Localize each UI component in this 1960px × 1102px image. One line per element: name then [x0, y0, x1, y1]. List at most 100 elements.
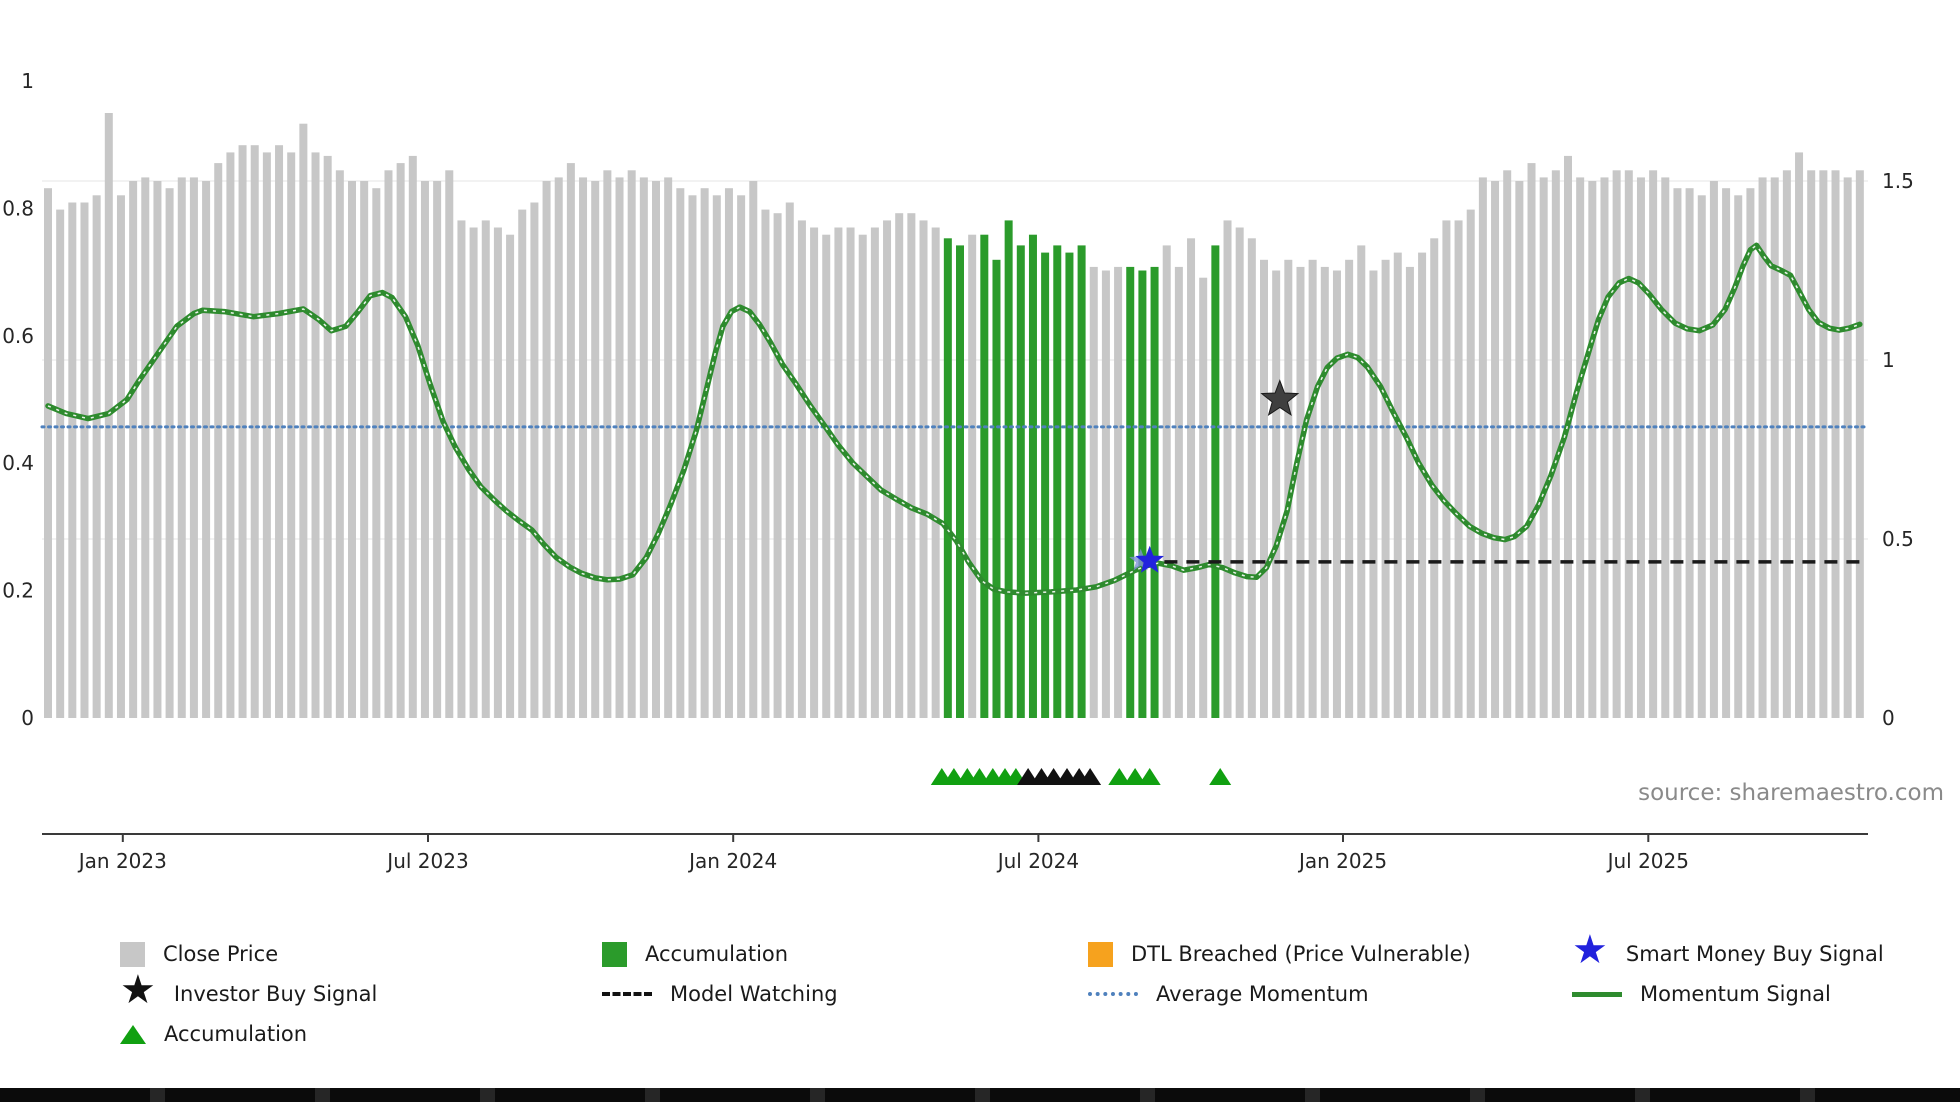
left-tick-label: 0.8 — [2, 196, 34, 220]
close-price-bar — [202, 181, 211, 718]
close-price-bar — [1527, 163, 1536, 719]
x-tick-label: Jan 2023 — [77, 849, 167, 873]
x-tick-label: Jan 2024 — [687, 849, 777, 873]
legend-accumulation-triangle: Accumulation — [120, 1022, 602, 1046]
close-price-bar — [1308, 259, 1317, 718]
close-price-bar — [530, 202, 539, 718]
left-tick-label: 0.6 — [2, 324, 34, 348]
close-price-bar — [846, 227, 855, 718]
close-price-bar — [1393, 252, 1402, 718]
left-axis-labels: 0 0.2 0.4 0.6 0.8 1 — [2, 69, 34, 730]
close-price-bar — [238, 145, 247, 718]
close-price-bar — [1369, 270, 1378, 718]
buy-signal-stars — [1129, 379, 1300, 573]
source-credit: source: sharemaestro.com — [1638, 780, 1944, 806]
close-price-bar — [968, 234, 977, 718]
legend-average-momentum: Average Momentum — [1088, 982, 1572, 1006]
close-price-bar — [1564, 155, 1572, 718]
close-price-bar — [214, 163, 223, 719]
close-price-bar — [1442, 220, 1451, 718]
accumulation-bar — [980, 234, 989, 718]
close-price-bar — [384, 170, 393, 719]
close-price-bar — [1381, 259, 1390, 718]
close-price-bar — [1636, 177, 1645, 718]
close-price-bar — [1697, 195, 1706, 719]
accumulation-bar — [1065, 252, 1074, 718]
close-price-bar — [1430, 238, 1439, 719]
accumulation-triangle-marker-icon — [1209, 768, 1232, 785]
close-price-bar — [1199, 277, 1208, 718]
close-price-bar — [1758, 177, 1767, 718]
close-price-bar — [591, 181, 600, 718]
x-tick-label: Jan 2025 — [1297, 849, 1387, 873]
close-price-bar — [1855, 170, 1864, 719]
legend-label-close-price: Close Price — [163, 942, 279, 966]
close-price-bar — [700, 188, 709, 718]
close-price-bar — [1357, 245, 1366, 718]
close-price-bar — [44, 188, 52, 718]
legend-label-accumulation-triangle: Accumulation — [164, 1022, 308, 1046]
close-price-bar — [1284, 259, 1293, 718]
close-price-bar — [870, 227, 879, 718]
close-price-bar — [834, 227, 843, 718]
accumulation-bar — [956, 245, 964, 718]
x-axis: Jan 2023 Jul 2023 Jan 2024 Jul 2024 Jan 2025… — [42, 833, 1868, 873]
close-price-bar — [810, 227, 819, 718]
investor-star-icon: ★ — [120, 966, 156, 1013]
signal-triangles — [930, 768, 1232, 785]
close-price-bar — [1649, 170, 1658, 719]
close-price-bar — [1588, 181, 1597, 718]
close-price-bar — [652, 181, 660, 718]
close-price-bar — [1795, 152, 1804, 718]
close-price-bar — [603, 170, 612, 719]
legend-label-dtl-breached: DTL Breached (Price Vulnerable) — [1131, 942, 1471, 966]
right-tick-label: 1.5 — [1882, 169, 1914, 193]
close-price-swatch-icon — [120, 941, 145, 967]
close-price-bar — [1320, 266, 1329, 718]
legend-model-watching: Model Watching — [602, 982, 1088, 1006]
close-price-bar — [688, 195, 697, 719]
close-price-bar — [335, 170, 344, 719]
close-price-bar — [396, 163, 405, 719]
legend-dtl-breached: DTL Breached (Price Vulnerable) — [1088, 941, 1572, 967]
left-tick-label: 0.4 — [2, 451, 34, 475]
close-price-bar — [1709, 181, 1718, 718]
close-price-bar — [639, 177, 648, 718]
close-price-bar — [1685, 188, 1694, 718]
right-tick-label: 1 — [1882, 348, 1895, 372]
close-price-bar — [1101, 270, 1110, 718]
right-tick-label: 0 — [1882, 706, 1895, 730]
accumulation-bar — [992, 259, 1001, 718]
close-price-bar — [1296, 266, 1305, 718]
accumulation-bar — [1004, 220, 1013, 718]
close-price-bar — [919, 220, 928, 718]
close-price-bar — [1260, 259, 1268, 718]
close-price-bar — [1831, 170, 1840, 719]
close-price-bar — [299, 123, 308, 718]
accumulation-bar — [1150, 266, 1159, 718]
close-price-bar — [1673, 188, 1682, 718]
close-price-bar — [481, 220, 490, 718]
accumulation-bar — [1053, 245, 1062, 718]
close-price-bar — [68, 202, 77, 718]
close-price-bar — [445, 170, 454, 719]
close-price-bar — [348, 181, 356, 718]
bottom-strip — [0, 1088, 1960, 1102]
legend-close-price: Close Price — [120, 941, 602, 967]
close-price-bar — [153, 181, 162, 718]
legend-label-investor: Investor Buy Signal — [173, 982, 378, 1006]
accumulation-swatch-icon — [602, 941, 627, 967]
model-watching-dashed-line-icon — [602, 992, 652, 996]
close-price-bar — [1746, 188, 1755, 718]
close-price-bar — [1551, 170, 1560, 719]
accumulation-bar — [1211, 245, 1220, 718]
close-price-bar — [1174, 266, 1183, 718]
legend-label-smart-money: Smart Money Buy Signal — [1625, 942, 1884, 966]
close-price-bar — [177, 177, 186, 718]
close-price-bar — [1162, 245, 1171, 718]
legend-label-model-watching: Model Watching — [670, 982, 838, 1006]
close-price-bar — [506, 234, 515, 718]
smart-money-buy-signal-star-icon — [1135, 545, 1164, 573]
price-momentum-chart: Jan 2023 Jul 2023 Jan 2024 Jul 2024 Jan 2025… — [2, 69, 1914, 873]
